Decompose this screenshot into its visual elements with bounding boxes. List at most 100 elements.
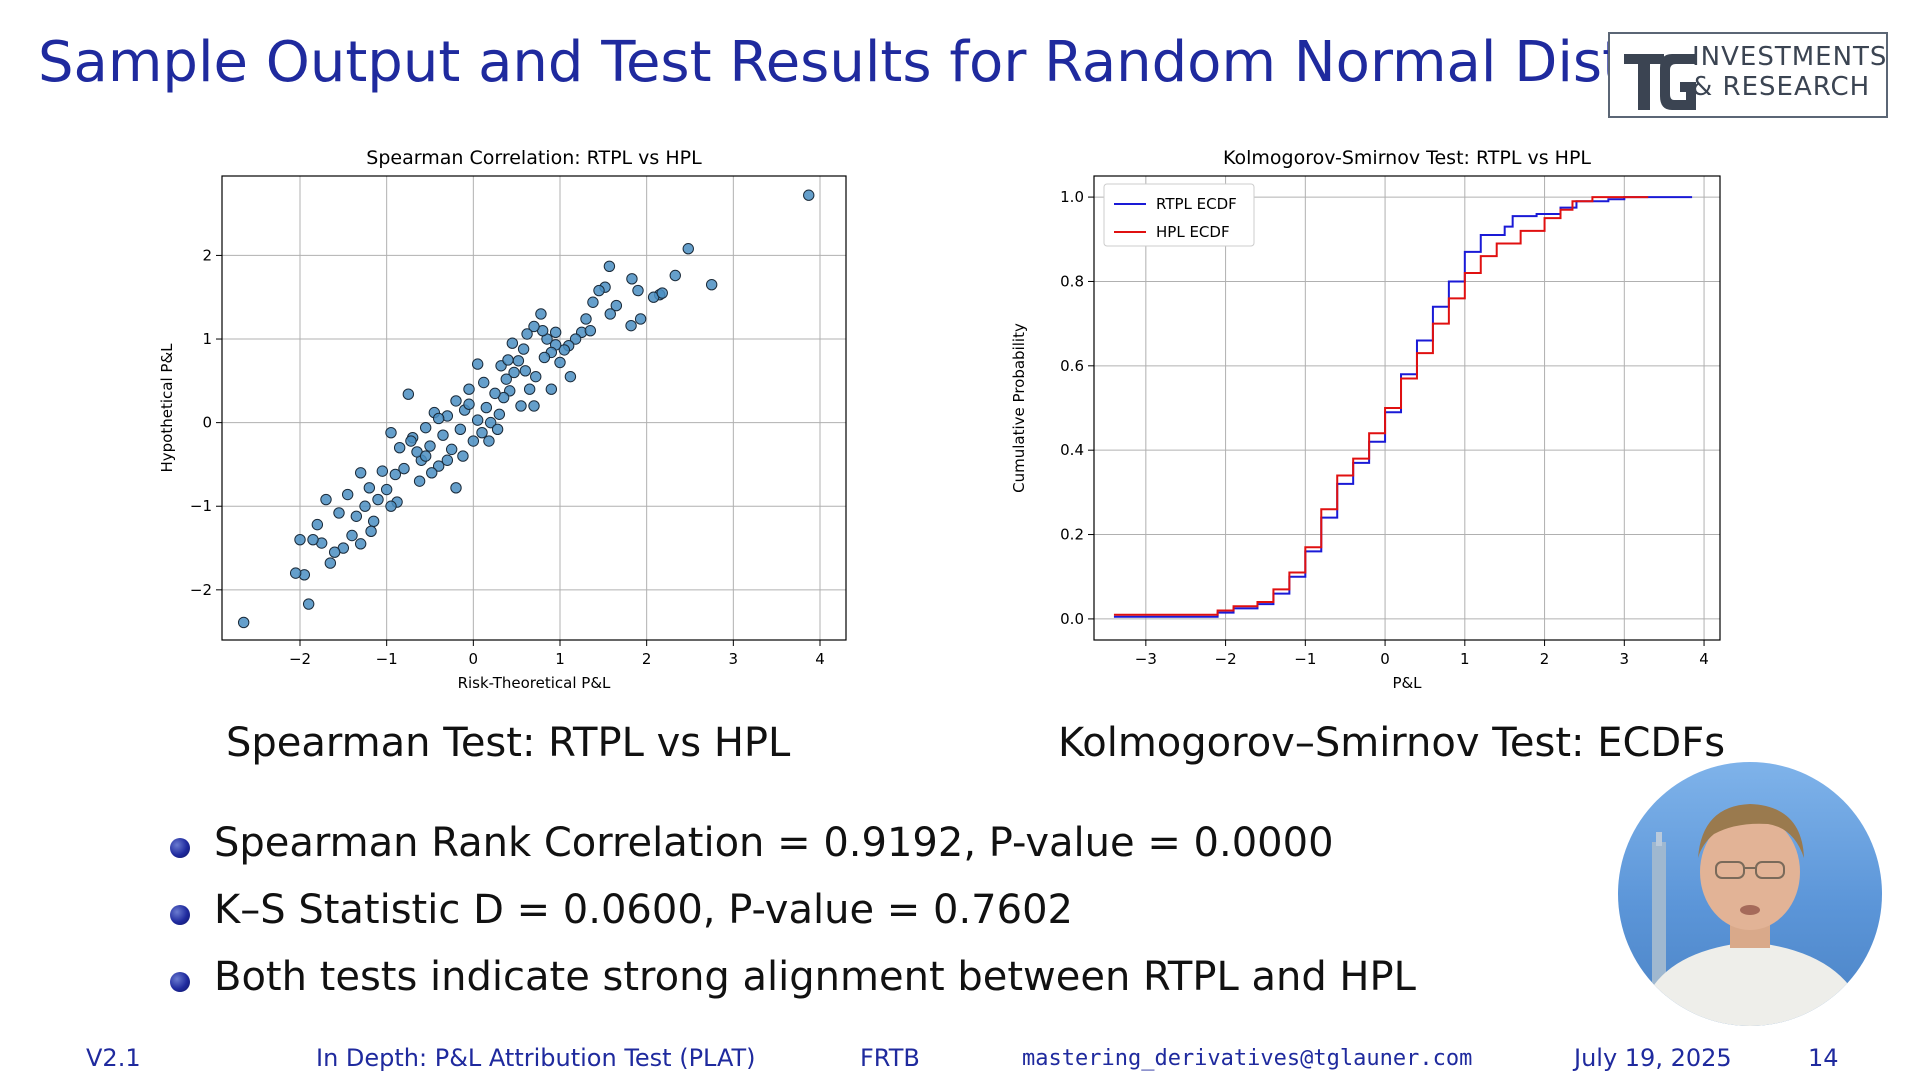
bullet-icon (170, 972, 190, 992)
x-tick-label: −2 (289, 650, 311, 668)
scatter-point (587, 296, 599, 308)
scatter-point (302, 598, 315, 610)
scatter-point (419, 450, 432, 462)
ecdf-line (1113, 196, 1693, 618)
footer-topic: In Depth: P&L Attribution Test (PLAT) (316, 1044, 756, 1072)
plot-frame (1093, 175, 1721, 641)
bullet-text: K–S Statistic D = 0.0600, P-value = 0.76… (214, 887, 1073, 933)
scatter-point (669, 269, 681, 282)
scatter-point (478, 376, 490, 389)
scatter-point (311, 518, 324, 531)
scatter-point (625, 319, 637, 332)
bullet-list: Spearman Rank Correlation = 0.9192, P-va… (170, 820, 1570, 1021)
y-tick-label: 0.2 (1060, 526, 1084, 544)
scatter-point (385, 426, 397, 439)
scatter-point (538, 351, 551, 364)
scatter-point (471, 358, 484, 370)
scatter-point (432, 412, 445, 425)
scatter-point (506, 337, 519, 349)
scatter-point (535, 308, 547, 320)
x-tick-label: −3 (1135, 650, 1157, 668)
scatter-point (682, 243, 694, 255)
x-tick-label: 2 (1540, 650, 1550, 668)
scatter-point (530, 370, 542, 383)
scatter-point (491, 423, 504, 436)
scatter-point (237, 616, 250, 629)
scatter-point (584, 324, 597, 337)
footer-version: V2.1 (86, 1044, 141, 1072)
y-tick-label: 1.0 (1060, 188, 1084, 206)
x-tick-label: −1 (376, 650, 398, 668)
scatter-point (354, 467, 367, 479)
scatter-point (610, 299, 623, 312)
scatter-point (528, 400, 540, 412)
bullet-item: Both tests indicate strong alignment bet… (170, 954, 1570, 1021)
scatter-point (519, 365, 532, 377)
scatter-point (437, 429, 449, 441)
footer-date: July 19, 2025 (1574, 1044, 1732, 1072)
scatter-point (656, 287, 668, 299)
scatter-point (359, 500, 371, 512)
scatter-point (424, 440, 436, 452)
x-tick-label: −1 (1294, 650, 1316, 668)
scatter-point (350, 510, 363, 522)
scatter-point (389, 468, 402, 481)
bullet-item: K–S Statistic D = 0.0600, P-value = 0.76… (170, 887, 1570, 954)
scatter-point (517, 343, 530, 355)
scatter-point (564, 370, 577, 383)
ks-chart-svg: −3 −2 −1 0 1 2 3 4 0.0 0.2 0.4 0.6 0.8 1.0 Kolmogorov-… (1010, 147, 1721, 692)
scatter-point (484, 416, 497, 429)
y-tick-label: 0.6 (1060, 357, 1084, 375)
scatter-point (419, 421, 432, 434)
chart-title: Kolmogorov-Smirnov Test: RTPL vs HPL (1223, 147, 1591, 169)
legend-box (1103, 183, 1255, 247)
x-tick-label: 4 (815, 650, 825, 668)
ecdf-line (1113, 196, 1649, 616)
scatter-point (294, 533, 306, 546)
chart-title: Spearman Correlation: RTPL vs HPL (366, 147, 702, 169)
scatter-point (376, 465, 389, 477)
scatter-point (626, 273, 638, 285)
y-tick-label: 1 (202, 330, 212, 348)
y-tick-label: 2 (202, 246, 212, 264)
scatter-point (508, 366, 520, 379)
y-tick-label: −2 (190, 581, 212, 599)
scatter-point (450, 395, 462, 407)
x-tick-label: 2 (642, 650, 652, 668)
scatter-point (413, 475, 426, 487)
scatter-point (528, 320, 540, 333)
bullet-icon (170, 905, 190, 925)
y-tick-label: −1 (190, 497, 212, 515)
x-tick-label: 1 (555, 650, 565, 668)
scatter-point (549, 326, 562, 339)
scatter-point (493, 408, 506, 420)
footer-section: FRTB (860, 1044, 920, 1072)
ks-ecdf-chart: −3 −2 −1 0 1 2 3 4 0.0 0.2 0.4 0.6 0.8 1.0 Kolmogorov-… (1010, 140, 1740, 700)
scatter-point (454, 423, 467, 436)
scatter-point (521, 328, 533, 340)
scatter-point (480, 401, 493, 414)
slide-footer: V2.1 In Depth: P&L Attribution Test (PLA… (0, 1040, 1920, 1080)
scatter-point (328, 546, 341, 558)
scatter-point (483, 435, 495, 447)
footer-email: mastering_derivatives@tglauner.com (1022, 1046, 1473, 1071)
scatter-point (441, 454, 454, 466)
scatter-point (457, 450, 469, 462)
spearman-caption: Spearman Test: RTPL vs HPL (226, 720, 791, 766)
scatter-point (367, 515, 380, 527)
scatter-point (363, 482, 376, 494)
x-tick-label: 3 (1620, 650, 1630, 668)
scatter-point (365, 525, 377, 538)
scatter-point (445, 443, 458, 456)
scatter-point (558, 344, 571, 356)
legend-label: HPL ECDF (1156, 223, 1230, 241)
x-tick-label: 4 (1699, 650, 1709, 668)
y-axis-label: Hypothetical P&L (158, 343, 176, 473)
logo-text: INVESTMENTS & RESEARCH (1692, 42, 1888, 102)
y-tick-label: 0.0 (1060, 610, 1084, 628)
scatter-point (346, 529, 358, 542)
scatter-point (569, 333, 582, 345)
scatter-point (333, 507, 345, 519)
scatter-point (354, 538, 367, 550)
scatter-point (471, 414, 484, 426)
